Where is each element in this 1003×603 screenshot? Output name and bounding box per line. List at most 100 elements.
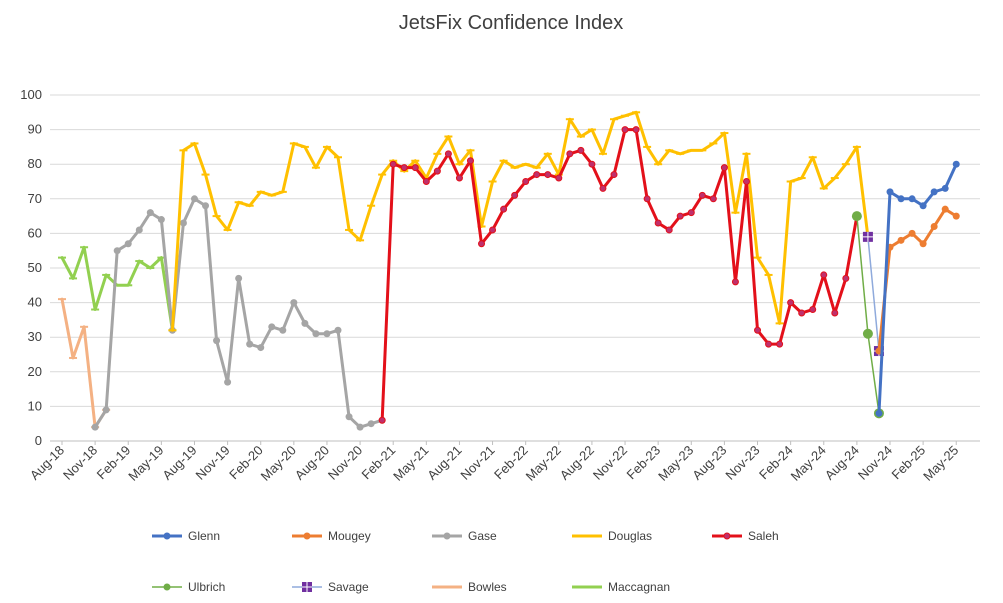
- data-point: [621, 126, 629, 134]
- data-point: [443, 532, 451, 540]
- data-point: [455, 174, 463, 182]
- data-point: [599, 184, 607, 192]
- legend-item-bowles: Bowles: [432, 580, 507, 594]
- legend: Glenn Mougey Gase Douglas Saleh Ulbrich Savage…: [152, 529, 779, 594]
- data-point: [787, 299, 795, 307]
- data-point: [102, 406, 110, 414]
- series-glenn: [875, 160, 960, 417]
- series-bowles: [58, 297, 111, 429]
- data-point: [433, 167, 441, 175]
- y-tick-label: 40: [28, 295, 42, 310]
- data-point: [897, 236, 905, 244]
- data-point: [279, 326, 287, 334]
- data-point: [235, 274, 243, 282]
- data-point: [886, 188, 894, 196]
- data-point: [709, 195, 717, 203]
- data-point: [654, 219, 662, 227]
- data-point: [356, 423, 364, 431]
- data-point: [842, 274, 850, 282]
- y-tick-label: 100: [20, 87, 42, 102]
- data-point: [378, 416, 386, 424]
- data-point: [303, 532, 311, 540]
- data-point: [831, 309, 839, 317]
- data-point: [610, 171, 618, 179]
- y-tick-label: 20: [28, 364, 42, 379]
- x-tick-label: May-25: [920, 443, 961, 484]
- x-tick-label: Aug-23: [689, 443, 729, 483]
- x-tick-label: Aug-18: [27, 443, 67, 483]
- data-point: [367, 420, 375, 428]
- data-point: [919, 240, 927, 248]
- data-point: [897, 195, 905, 203]
- data-point: [698, 191, 706, 199]
- data-point: [577, 146, 585, 154]
- x-tick-label: Nov-18: [60, 443, 100, 483]
- data-point: [500, 205, 508, 213]
- x-tick-label: Aug-20: [292, 443, 332, 483]
- series-line: [170, 110, 870, 332]
- data-point: [566, 150, 574, 158]
- data-point: [665, 226, 673, 234]
- x-tick-label: Aug-22: [557, 443, 597, 483]
- data-point: [851, 211, 862, 222]
- data-point: [522, 178, 530, 185]
- legend-item-douglas: Douglas: [572, 529, 652, 543]
- data-point: [400, 164, 408, 172]
- data-point: [731, 278, 739, 286]
- data-point: [190, 195, 198, 203]
- legend-label: Gase: [468, 529, 497, 543]
- x-tick-label: Aug-24: [822, 443, 862, 483]
- data-point: [687, 209, 695, 217]
- series-line: [877, 207, 958, 353]
- x-tick-label: Nov-24: [855, 443, 895, 483]
- y-tick-label: 70: [28, 191, 42, 206]
- data-point: [345, 413, 353, 421]
- x-tick-label: May-20: [258, 443, 299, 484]
- data-point: [146, 209, 154, 217]
- legend-item-mougey: Mougey: [292, 529, 371, 543]
- x-tick-label: May-21: [390, 443, 431, 484]
- legend-label: Bowles: [468, 580, 507, 594]
- data-point: [246, 340, 254, 348]
- legend-label: Mougey: [328, 529, 371, 543]
- data-point: [135, 226, 143, 234]
- series-saleh: [378, 126, 861, 424]
- series-line: [60, 297, 108, 429]
- x-tick-label: Aug-19: [159, 443, 199, 483]
- legend-item-ulbrich: Ulbrich: [152, 580, 225, 594]
- x-tick-label: May-19: [125, 443, 166, 484]
- data-point: [163, 583, 171, 591]
- data-point: [179, 219, 187, 227]
- x-tick-label: May-22: [523, 443, 564, 484]
- legend-label: Glenn: [188, 529, 220, 543]
- data-point: [323, 330, 331, 338]
- data-point: [754, 326, 762, 334]
- y-tick-label: 0: [35, 433, 42, 448]
- x-tick-label: Nov-19: [192, 443, 232, 483]
- series-line: [867, 236, 880, 352]
- x-tick-label: Nov-21: [457, 443, 497, 483]
- data-point: [930, 222, 938, 230]
- data-point: [676, 212, 684, 220]
- data-point: [908, 195, 916, 203]
- data-point: [952, 212, 960, 220]
- data-point: [301, 319, 309, 327]
- data-point: [312, 330, 320, 338]
- data-point: [798, 309, 806, 317]
- data-point: [588, 160, 596, 168]
- series-layer: [58, 110, 960, 431]
- data-point: [334, 326, 342, 334]
- series-gase: [91, 195, 386, 431]
- legend-label: Savage: [328, 580, 369, 594]
- x-tick-label: May-23: [655, 443, 696, 484]
- data-point: [875, 409, 883, 417]
- data-point: [163, 532, 171, 540]
- x-tick-label: Nov-23: [722, 443, 762, 483]
- data-point: [478, 240, 486, 248]
- data-point: [742, 178, 750, 185]
- y-tick-label: 80: [28, 156, 42, 171]
- legend-item-maccagnan: Maccagnan: [572, 580, 670, 594]
- legend-label: Saleh: [748, 529, 779, 543]
- data-point: [941, 184, 949, 192]
